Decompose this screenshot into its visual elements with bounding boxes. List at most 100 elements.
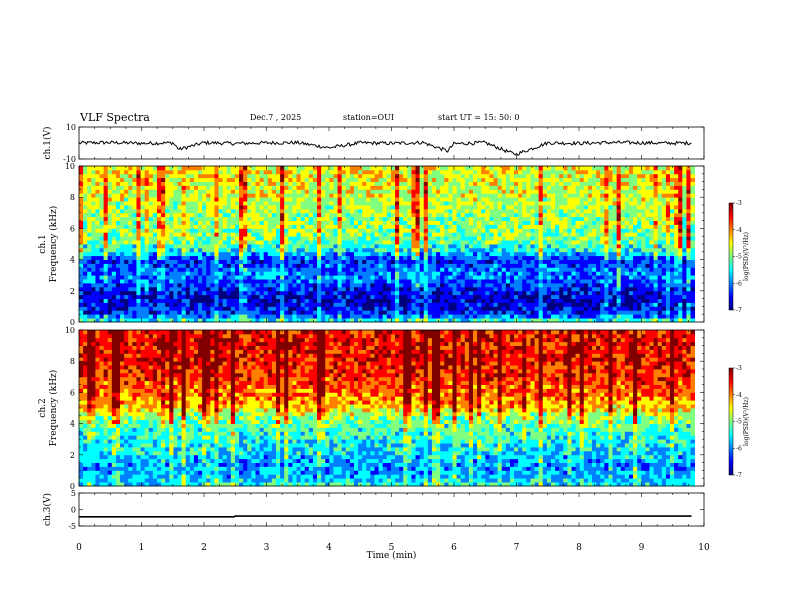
spectrogram-cell [177,251,182,257]
spectrogram-cell [292,259,297,264]
spectrogram-cell [111,271,117,276]
spectrogram-cell [370,220,375,225]
spectrogram-cell [115,267,121,272]
spectrogram-cell [312,263,318,268]
spectrogram-cell [464,228,470,233]
spectrogram-cell [288,205,293,210]
spectrogram-cell [317,185,322,190]
spectrogram-cell [156,298,162,303]
spectrogram-cell [514,283,519,288]
spectrogram-cell [386,208,392,214]
spectrogram-cell [452,228,457,233]
spectrogram-cell [173,224,178,229]
spectrogram-cell [115,236,121,241]
spectrogram-cell [79,279,84,284]
spectrogram-cell [214,208,219,214]
spectrogram-cell [505,283,511,288]
spectrogram-cell [509,216,515,221]
spectrogram-cell [378,232,384,237]
spectrogram-cell [526,205,531,210]
spectrogram-cell [456,181,462,186]
spectrogram-cell [259,247,265,253]
spectrogram-cell [542,298,548,303]
spectrogram-cell [91,205,96,210]
spectrogram-cell [202,166,207,171]
spectrogram-cell [485,240,490,245]
spectrogram-cell [276,318,281,323]
spectrogram-cell [436,228,441,233]
spectrogram-cell [550,185,556,190]
spectrogram-cell [423,244,429,249]
spectrogram-cell [399,201,404,206]
spectrogram-cell [571,232,576,237]
spectrogram-cell [546,205,552,210]
spectrogram-cell [374,290,379,296]
spectrogram-cell [284,236,289,241]
spectrogram-cell [267,283,273,288]
spectrogram-cell [538,286,544,292]
spectrogram-cell [386,290,392,296]
spectrogram-cell [366,275,371,280]
spectrogram-cell [395,294,400,299]
spectrogram-cell [280,224,285,229]
spectrogram-cell [140,216,146,221]
spectrogram-cell [567,197,572,202]
spectrogram-cell [120,283,125,288]
spectrogram-cell [505,286,511,292]
spectrogram-cell [579,314,585,319]
spectrogram-cell [563,201,568,206]
spectrogram-cell [210,283,215,288]
spectrogram-cell [292,314,297,319]
spectrogram-cell [144,232,150,237]
spectrogram-cell [169,306,174,311]
spectrogram-cell [267,310,273,315]
spectrogram-cell [358,232,363,237]
spectrogram-cell [103,255,109,260]
spectrogram-cell [202,224,207,229]
spectrogram-cell [288,197,293,202]
spectrogram-cell [181,271,187,276]
spectrogram-cell [571,173,576,179]
spectrogram-cell [300,189,306,194]
spectrogram-cell [444,166,449,171]
spectrogram-cell [452,208,457,214]
spectrogram-cell [341,314,347,319]
spectrogram-cell [370,240,375,245]
spectrogram-cell [124,177,129,182]
spectrogram-cell [526,236,531,241]
spectrogram-cell [542,181,548,186]
spectrogram-cell [452,169,457,175]
spectrogram-cell [419,220,425,225]
spectrogram-cell [448,267,453,272]
spectrogram-cell [468,255,474,260]
spectrogram-cell [460,205,466,210]
spectrogram-cell [386,302,392,307]
spectrogram-cell [214,201,219,206]
spectrogram-cell [103,286,109,292]
spectrogram-cell [567,302,572,307]
spectrogram-cell [403,244,408,249]
spectrogram-cell [247,279,252,284]
spectrogram-cell [140,224,146,229]
spectrogram-cell [534,244,540,249]
spectrogram-cell [575,193,581,198]
spectrogram-cell [296,306,302,311]
spectrogram-cell [214,236,219,241]
spectrogram-cell [243,275,248,280]
spectrogram-cell [485,247,490,253]
spectrogram-cell [505,255,511,260]
spectrogram-cell [276,247,281,253]
spectrogram-cell [99,185,105,190]
spectrogram-cell [247,173,252,179]
spectrogram-cell [522,220,527,225]
spectrogram-cell [358,185,363,190]
spectrogram-cell [518,267,523,272]
spectrogram-cell [546,302,552,307]
spectrogram-cell [251,290,256,296]
spectrogram-cell [353,236,359,241]
spectrogram-cell [505,271,511,276]
spectrogram-cell [136,177,141,182]
spectrogram-cell [255,216,260,221]
spectrogram-cell [255,232,260,237]
spectrogram-cell [390,201,396,206]
